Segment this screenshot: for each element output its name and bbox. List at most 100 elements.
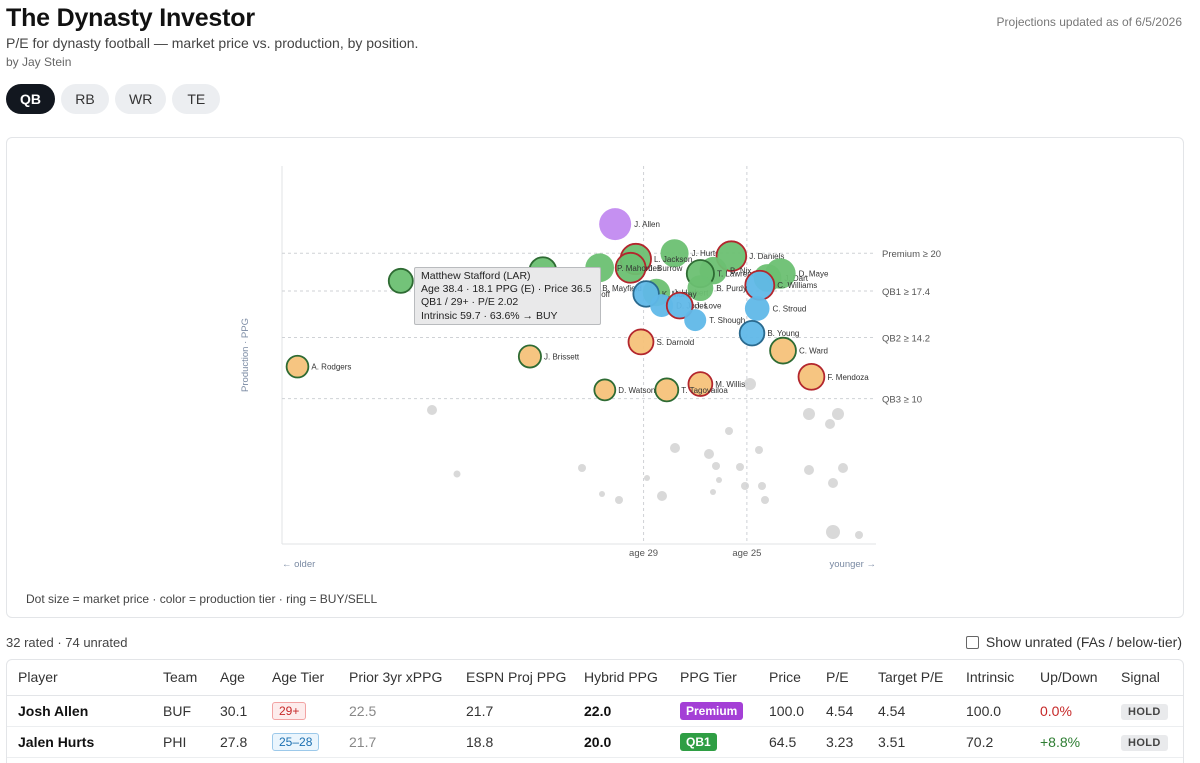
unrated-point <box>804 465 814 475</box>
app-subtitle: P/E for dynasty football — market price … <box>6 35 419 51</box>
player-point <box>654 377 680 403</box>
tooltip-line-1: Matthew Stafford (LAR) <box>421 270 531 282</box>
show-unrated-label[interactable]: Show unrated (FAs / below-tier) <box>985 634 1182 650</box>
cell-pe: 3.23 <box>815 726 867 758</box>
player-point <box>599 208 632 241</box>
player-point <box>687 371 714 397</box>
col-team[interactable]: Team <box>152 660 209 696</box>
player-point <box>738 319 766 347</box>
tab-qb[interactable]: QB <box>6 84 55 114</box>
unrated-point <box>828 478 838 488</box>
cell-age: 30.1 <box>209 695 261 727</box>
player-point <box>285 354 310 379</box>
col-ppg-tier[interactable]: PPG Tier <box>669 660 758 696</box>
cell-price: 100.0 <box>758 695 815 727</box>
col-espn-proj[interactable]: ESPN Proj PPG <box>455 660 573 696</box>
signal-badge: HOLD <box>1121 703 1168 720</box>
cell-prior-xppg: 22.5 <box>338 695 455 727</box>
unrated-point <box>615 496 623 504</box>
col-player[interactable]: Player <box>7 660 152 696</box>
cell-age-tier: 25–28 <box>261 726 338 758</box>
tier-threshold-label: QB3 ≥ 10 <box>882 395 922 406</box>
cell-target-pe: 3.51 <box>867 726 955 758</box>
player-point-label: J. Allen <box>634 220 660 229</box>
table-row[interactable]: Josh Allen BUF 30.1 29+ 22.5 21.7 22.0 P… <box>7 695 1183 727</box>
tab-te[interactable]: TE <box>172 84 221 114</box>
tier-threshold-label: Premium ≥ 20 <box>882 249 941 260</box>
col-age[interactable]: Age <box>209 660 261 696</box>
unrated-point <box>712 462 720 470</box>
cell-ppg-tier: QB1 <box>669 726 758 758</box>
player-point <box>614 251 647 284</box>
player-point <box>687 275 714 302</box>
player-point-label: T. Shough <box>709 316 745 325</box>
unrated-point <box>741 482 749 490</box>
pe-scatter-chart: Premium ≥ 20 QB1 ≥ 17.4 QB2 ≥ 14.2 QB3 ≥ 10… <box>240 166 941 570</box>
player-point-label: C. Stroud <box>773 304 807 313</box>
col-prior-xppg[interactable]: Prior 3yr xPPG <box>338 660 455 696</box>
cell-ppg-tier: Premium <box>669 695 758 727</box>
player-point-label: J. Brissett <box>544 352 580 361</box>
cell-intrinsic: 100.0 <box>955 695 1029 727</box>
unrated-point <box>736 463 744 471</box>
player-point-label: B. Purdy <box>716 284 747 293</box>
unrated-point <box>578 464 586 472</box>
cell-age-tier: 29+ <box>261 695 338 727</box>
age-marker-label: age 25 <box>732 548 761 559</box>
tier-threshold-label: QB1 ≥ 17.4 <box>882 287 930 298</box>
chart-legend-note: Dot size = market price · color = produc… <box>26 592 378 606</box>
x-axis-label-younger: younger → <box>830 559 876 570</box>
age-tier-badge: 25–28 <box>272 732 320 751</box>
player-point <box>744 296 770 321</box>
cell-espn-proj: 18.8 <box>455 726 573 758</box>
col-price[interactable]: Price <box>758 660 815 696</box>
unrated-point <box>427 405 437 415</box>
cell-age: 27.8 <box>209 726 261 758</box>
player-point-label: C. Ward <box>799 347 828 356</box>
player-point-label: L. Jackson <box>654 255 692 264</box>
col-up-down[interactable]: Up/Down <box>1029 660 1110 696</box>
cell-pe: 4.54 <box>815 695 867 727</box>
cell-up-down: +8.8% <box>1029 726 1110 758</box>
tab-rb[interactable]: RB <box>61 84 109 114</box>
table-row[interactable]: Jalen Hurts PHI 27.8 25–28 21.7 18.8 20.… <box>7 726 1183 758</box>
col-intrinsic[interactable]: Intrinsic <box>955 660 1029 696</box>
col-hybrid-ppg[interactable]: Hybrid PPG <box>573 660 669 696</box>
player-point-label: A. Rodgers <box>311 363 351 372</box>
player-point <box>769 336 797 365</box>
players-table: Player Team Age Age Tier Prior 3yr xPPG … <box>6 659 1184 763</box>
player-point <box>684 309 707 332</box>
cell-player: Jalen Hurts <box>7 726 152 758</box>
unrated-point <box>803 408 815 420</box>
unrated-point <box>855 531 863 539</box>
player-point <box>593 378 617 402</box>
tooltip-line-4: Intrinsic 59.7 · 63.6% → BUY <box>421 309 558 322</box>
unrated-point <box>704 449 714 459</box>
cell-team: PHI <box>152 726 209 758</box>
player-point-label: M. Willis <box>715 380 745 389</box>
position-tabs: QB RB WR TE <box>6 84 221 114</box>
cell-hybrid-ppg: 20.0 <box>573 726 669 758</box>
player-point <box>627 328 655 356</box>
unrated-point <box>758 482 766 490</box>
show-unrated-checkbox[interactable] <box>965 635 979 649</box>
unrated-point <box>716 477 722 483</box>
col-age-tier[interactable]: Age Tier <box>261 660 338 696</box>
unrated-point <box>644 475 650 481</box>
show-unrated-toggle[interactable]: Show unrated (FAs / below-tier) <box>965 634 1182 650</box>
unrated-point <box>755 446 763 454</box>
cell-price: 64.5 <box>758 726 815 758</box>
age-marker-label: age 29 <box>629 548 658 559</box>
tab-wr[interactable]: WR <box>115 84 167 114</box>
table-header-row: Player Team Age Age Tier Prior 3yr xPPG … <box>7 660 1183 696</box>
cell-signal: HOLD <box>1110 695 1183 727</box>
cell-intrinsic: 70.2 <box>955 726 1029 758</box>
col-signal[interactable]: Signal <box>1110 660 1183 696</box>
player-point-label: P. Mahomes <box>617 264 661 273</box>
col-target-pe[interactable]: Target P/E <box>867 660 955 696</box>
player-point <box>665 291 694 320</box>
player-point-label: B. Mayfield <box>602 284 642 293</box>
col-pe[interactable]: P/E <box>815 660 867 696</box>
player-point-label: T. Lawrence <box>717 270 761 279</box>
